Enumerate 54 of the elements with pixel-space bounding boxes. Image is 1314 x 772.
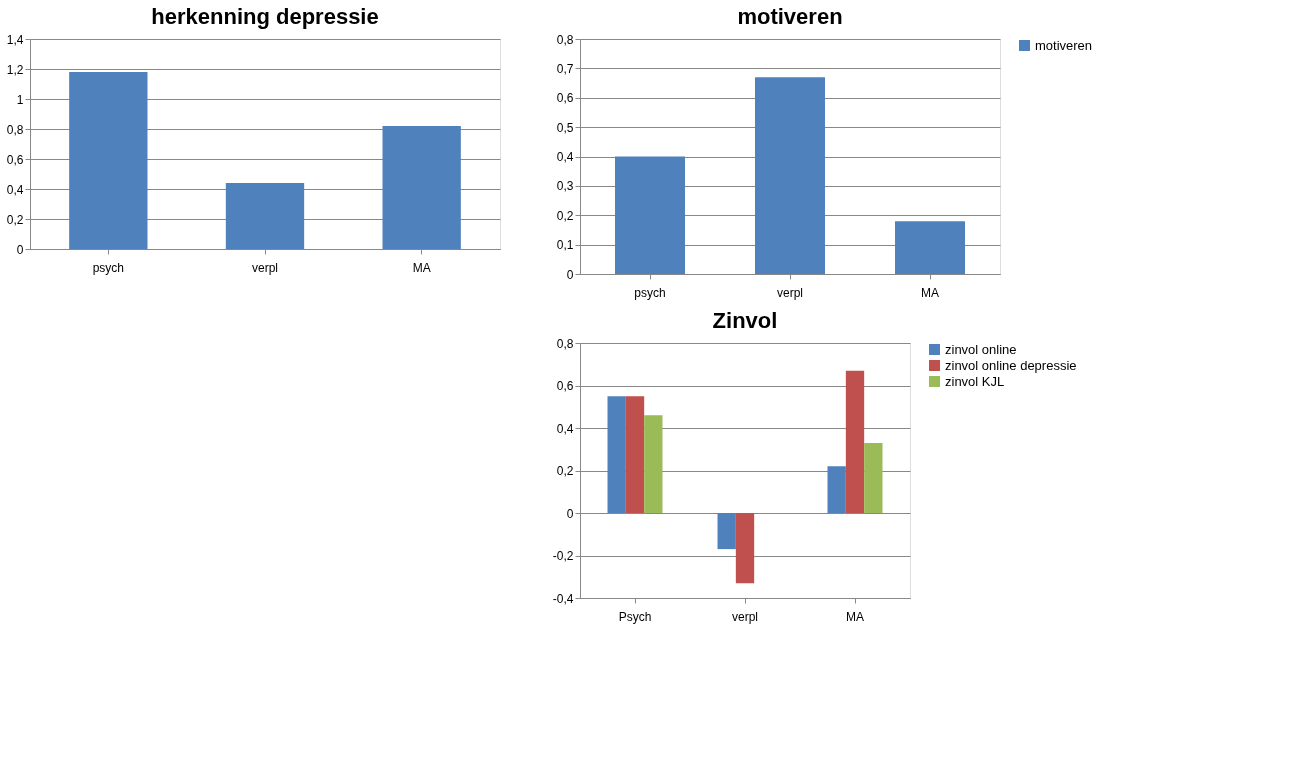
x-tick-label: psych <box>92 260 125 275</box>
y-tick-label: 0,5 <box>556 120 574 135</box>
y-tick-label: 0,2 <box>6 212 24 227</box>
bar <box>827 466 846 513</box>
x-tick-label: MA <box>921 285 939 300</box>
bar <box>607 396 626 513</box>
y-tick-label: -0,2 <box>552 549 574 563</box>
y-tick-label: 0,4 <box>556 150 574 164</box>
y-tick-label: 0,8 <box>6 122 24 137</box>
y-tick-label: 0 <box>566 267 574 282</box>
chart-title: herkenning depressie <box>151 4 379 29</box>
y-tick-label: 1 <box>16 92 24 107</box>
bar <box>735 513 755 584</box>
x-tick-label: verpl <box>251 260 279 275</box>
bar <box>755 77 825 274</box>
y-tick-label: 0 <box>566 506 574 521</box>
y-tick-label: 0,6 <box>556 91 574 106</box>
bar <box>382 126 461 249</box>
legend-label: zinvol online <box>945 341 1017 357</box>
y-tick-label: 0,7 <box>556 61 574 76</box>
y-tick-label: 0,6 <box>6 152 24 167</box>
x-tick-label: MA <box>846 609 864 624</box>
y-tick-label: 0,8 <box>556 336 574 351</box>
x-tick-label: psych <box>634 285 666 300</box>
bar <box>225 183 305 249</box>
bar <box>69 72 148 249</box>
y-tick-label: 1,4 <box>6 32 24 47</box>
y-tick-label: 0,2 <box>556 464 574 478</box>
x-tick-label: MA <box>412 260 431 275</box>
bar <box>864 442 883 513</box>
bar <box>845 370 865 513</box>
x-tick-label: Psych <box>618 609 652 624</box>
y-tick-label: 1,2 <box>6 62 24 77</box>
bar <box>895 221 965 274</box>
chart-title: Zinvol <box>712 308 778 333</box>
x-tick-label: verpl <box>776 285 804 300</box>
legend-label: zinvol online depressie <box>945 357 1077 373</box>
legend-label: motiveren <box>1035 37 1093 53</box>
y-tick-label: 0,3 <box>556 179 574 194</box>
y-tick-label: 0,4 <box>556 421 574 436</box>
y-tick-label: 0,1 <box>556 238 574 253</box>
chart-title: motiveren <box>737 4 843 29</box>
y-tick-label: 0,6 <box>556 379 574 393</box>
y-tick-label: 0,2 <box>556 208 574 223</box>
y-tick-label: -0,4 <box>552 591 574 606</box>
y-tick-label: 0,8 <box>556 32 574 47</box>
bar <box>625 396 645 513</box>
bar <box>717 513 736 550</box>
bar <box>615 156 685 274</box>
bar <box>644 415 663 513</box>
x-tick-label: verpl <box>731 609 759 624</box>
y-tick-label: 0,4 <box>6 182 24 197</box>
legend-label: zinvol KJL <box>945 373 1005 389</box>
y-tick-label: 0 <box>16 242 24 257</box>
